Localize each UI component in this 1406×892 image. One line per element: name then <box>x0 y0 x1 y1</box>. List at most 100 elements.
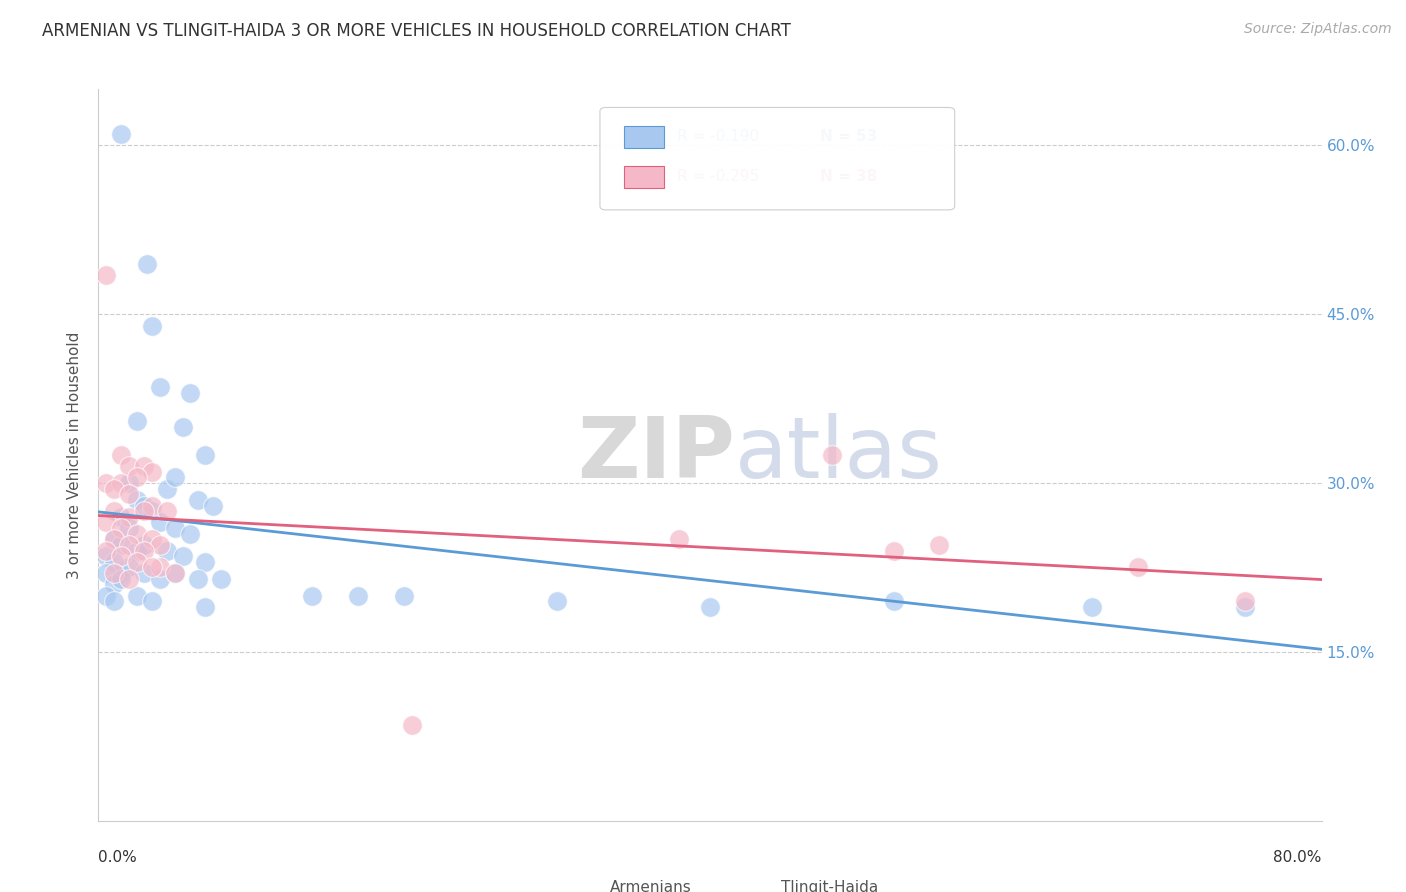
Text: N = 53: N = 53 <box>820 129 877 145</box>
Text: 80.0%: 80.0% <box>1274 850 1322 865</box>
Point <box>156 543 179 558</box>
Point <box>141 504 163 518</box>
Point <box>103 533 125 547</box>
Point <box>118 459 141 474</box>
Point <box>125 589 148 603</box>
Y-axis label: 3 or more Vehicles in Household: 3 or more Vehicles in Household <box>67 331 83 579</box>
Point <box>172 419 194 434</box>
Point <box>699 599 721 614</box>
Point <box>94 516 117 530</box>
Point <box>125 414 148 428</box>
Point <box>110 549 132 564</box>
Point <box>668 533 690 547</box>
Point <box>163 470 186 484</box>
Point <box>103 577 125 591</box>
Point <box>118 560 141 574</box>
Point <box>179 526 201 541</box>
Point <box>149 572 172 586</box>
Point <box>347 589 370 603</box>
Text: atlas: atlas <box>734 413 942 497</box>
Point <box>103 594 125 608</box>
Point <box>141 594 163 608</box>
Text: R = -0.190: R = -0.190 <box>678 129 759 145</box>
Point <box>94 268 117 282</box>
Point <box>149 516 172 530</box>
Point <box>118 538 141 552</box>
Point <box>172 549 194 564</box>
Point <box>103 504 125 518</box>
Point <box>118 509 141 524</box>
Point <box>392 589 416 603</box>
Point <box>1234 599 1257 614</box>
Point <box>179 386 201 401</box>
Point <box>94 549 117 564</box>
Text: Tlingit-Haida: Tlingit-Haida <box>780 880 879 892</box>
Point <box>156 504 179 518</box>
Text: ZIP: ZIP <box>576 413 734 497</box>
Point <box>163 566 186 580</box>
Point <box>125 492 148 507</box>
Point <box>110 538 132 552</box>
Point <box>141 318 163 333</box>
Point <box>136 257 159 271</box>
Point <box>194 555 217 569</box>
Point <box>118 476 141 491</box>
Point <box>194 599 217 614</box>
Point <box>149 380 172 394</box>
Point <box>149 560 172 574</box>
Text: Source: ZipAtlas.com: Source: ZipAtlas.com <box>1244 22 1392 37</box>
Point <box>883 543 905 558</box>
Point <box>110 509 132 524</box>
Point <box>110 572 132 586</box>
Point <box>118 572 141 586</box>
Point <box>187 492 209 507</box>
Point <box>141 499 163 513</box>
FancyBboxPatch shape <box>600 108 955 210</box>
Point <box>94 543 117 558</box>
Point <box>163 521 186 535</box>
Text: N = 38: N = 38 <box>820 169 877 185</box>
FancyBboxPatch shape <box>741 877 775 892</box>
Point <box>110 476 132 491</box>
Point <box>125 470 148 484</box>
Point <box>118 487 141 501</box>
Point <box>1081 599 1104 614</box>
Text: ARMENIAN VS TLINGIT-HAIDA 3 OR MORE VEHICLES IN HOUSEHOLD CORRELATION CHART: ARMENIAN VS TLINGIT-HAIDA 3 OR MORE VEHI… <box>42 22 792 40</box>
Point <box>94 589 117 603</box>
Point <box>202 499 225 513</box>
Point <box>156 482 179 496</box>
FancyBboxPatch shape <box>569 877 603 892</box>
Point <box>134 459 156 474</box>
Point <box>110 127 132 141</box>
Point <box>187 572 209 586</box>
Point <box>141 533 163 547</box>
Text: Armenians: Armenians <box>610 880 692 892</box>
Point <box>546 594 568 608</box>
Point <box>163 566 186 580</box>
Point <box>401 718 423 732</box>
Point <box>134 543 156 558</box>
Point <box>928 538 950 552</box>
Text: 0.0%: 0.0% <box>98 850 138 865</box>
Text: R = -0.295: R = -0.295 <box>678 169 759 185</box>
Point <box>103 482 125 496</box>
Point <box>94 476 117 491</box>
Point <box>134 499 156 513</box>
Point <box>883 594 905 608</box>
Point <box>209 572 232 586</box>
Point <box>118 521 141 535</box>
Point <box>134 538 156 552</box>
Point <box>103 555 125 569</box>
Point <box>103 533 125 547</box>
Point <box>1128 560 1150 574</box>
Point <box>110 521 132 535</box>
Point <box>125 543 148 558</box>
Point <box>103 566 125 580</box>
Point <box>1234 594 1257 608</box>
Point <box>141 560 163 574</box>
Point <box>149 538 172 552</box>
Point <box>125 526 148 541</box>
Point <box>110 448 132 462</box>
FancyBboxPatch shape <box>624 166 664 188</box>
Point <box>141 465 163 479</box>
